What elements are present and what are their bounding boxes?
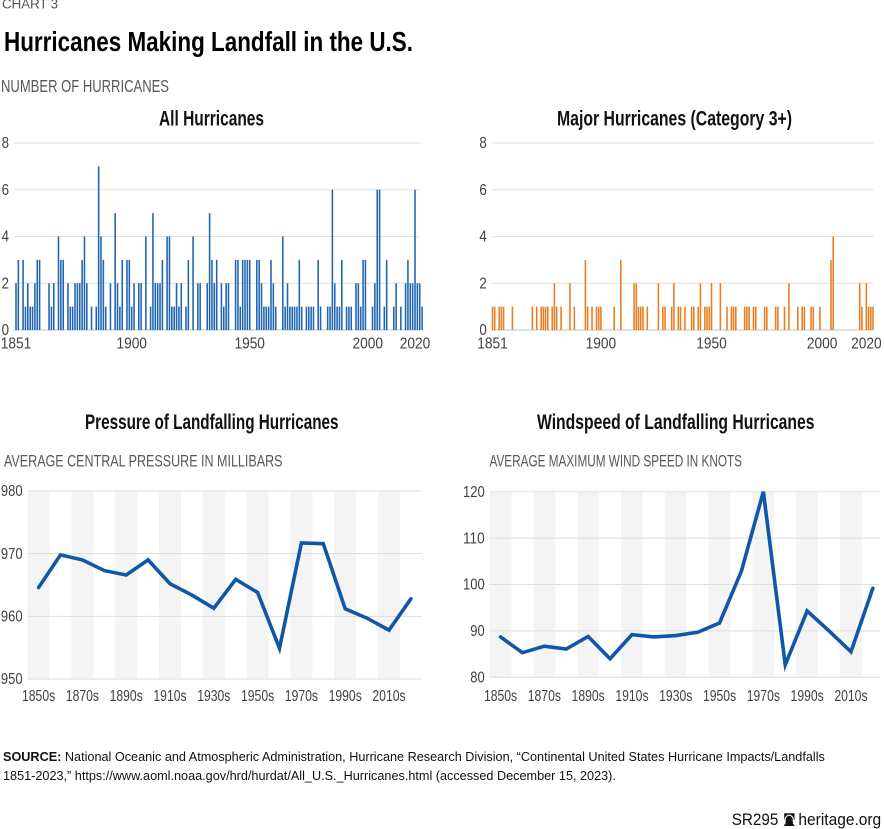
svg-text:1870s: 1870s [66, 688, 99, 705]
svg-text:Pressure of Landfalling Hurric: Pressure of Landfalling Hurricanes [85, 411, 339, 434]
svg-text:1970s: 1970s [285, 688, 318, 705]
svg-text:Windspeed of Landfalling Hurri: Windspeed of Landfalling Hurricanes [537, 411, 815, 434]
svg-text:2010s: 2010s [834, 688, 867, 705]
svg-text:2000: 2000 [807, 335, 838, 352]
svg-text:2020: 2020 [851, 335, 882, 352]
svg-text:970: 970 [1, 546, 23, 563]
svg-text:AVERAGE CENTRAL PRESSURE IN MI: AVERAGE CENTRAL PRESSURE IN MILLIBARS [4, 453, 283, 471]
svg-text:AVERAGE MAXIMUM WIND SPEED IN: AVERAGE MAXIMUM WIND SPEED IN KNOTS [490, 453, 743, 471]
svg-text:Hurricanes Making Landfall in: Hurricanes Making Landfall in the U.S. [4, 26, 413, 57]
svg-text:1850s: 1850s [484, 688, 517, 705]
svg-text:1990s: 1990s [329, 688, 362, 705]
svg-text:1950: 1950 [696, 335, 727, 352]
svg-text:0: 0 [2, 322, 10, 339]
svg-text:heritage.org: heritage.org [798, 810, 881, 829]
svg-text:1890s: 1890s [110, 688, 143, 705]
svg-text:4: 4 [479, 229, 487, 246]
svg-text:100: 100 [463, 577, 485, 594]
svg-text:90: 90 [470, 623, 485, 640]
svg-text:CHART 3: CHART 3 [2, 0, 58, 12]
svg-text:1950s: 1950s [241, 688, 274, 705]
svg-text:6: 6 [479, 182, 486, 199]
svg-text:1851: 1851 [1, 335, 32, 352]
svg-text:SR295: SR295 [732, 810, 779, 829]
svg-text:8: 8 [479, 135, 486, 152]
svg-text:1850s: 1850s [22, 688, 55, 705]
svg-text:1930s: 1930s [197, 688, 230, 705]
svg-text:1890s: 1890s [572, 688, 605, 705]
svg-text:2: 2 [479, 275, 486, 292]
svg-text:2: 2 [2, 275, 9, 292]
svg-text:1900: 1900 [116, 335, 147, 352]
svg-text:950: 950 [1, 671, 23, 688]
svg-text:110: 110 [463, 530, 485, 547]
svg-text:All Hurricanes: All Hurricanes [159, 108, 264, 131]
svg-text:2000: 2000 [353, 335, 384, 352]
svg-text:960: 960 [1, 609, 23, 626]
svg-text:4: 4 [2, 229, 10, 246]
svg-text:1900: 1900 [586, 335, 617, 352]
svg-text:1910s: 1910s [153, 688, 186, 705]
svg-text:1910s: 1910s [615, 688, 648, 705]
svg-text:1970s: 1970s [747, 688, 780, 705]
svg-text:8: 8 [2, 135, 9, 152]
svg-text:1930s: 1930s [659, 688, 692, 705]
svg-text:1870s: 1870s [528, 688, 561, 705]
svg-text:980: 980 [1, 483, 23, 500]
svg-text:6: 6 [2, 182, 9, 199]
svg-text:80: 80 [470, 670, 485, 687]
svg-text:2020: 2020 [400, 335, 431, 352]
svg-text:1851: 1851 [477, 335, 508, 352]
svg-text:Major Hurricanes (Category 3+): Major Hurricanes (Category 3+) [557, 108, 792, 131]
svg-text:1950s: 1950s [703, 688, 736, 705]
svg-text:1990s: 1990s [791, 688, 824, 705]
svg-text:1950: 1950 [234, 335, 265, 352]
svg-text:NUMBER OF HURRICANES: NUMBER OF HURRICANES [1, 76, 169, 96]
svg-text:0: 0 [479, 322, 487, 339]
svg-text:120: 120 [463, 484, 485, 501]
svg-text:2010s: 2010s [372, 688, 405, 705]
